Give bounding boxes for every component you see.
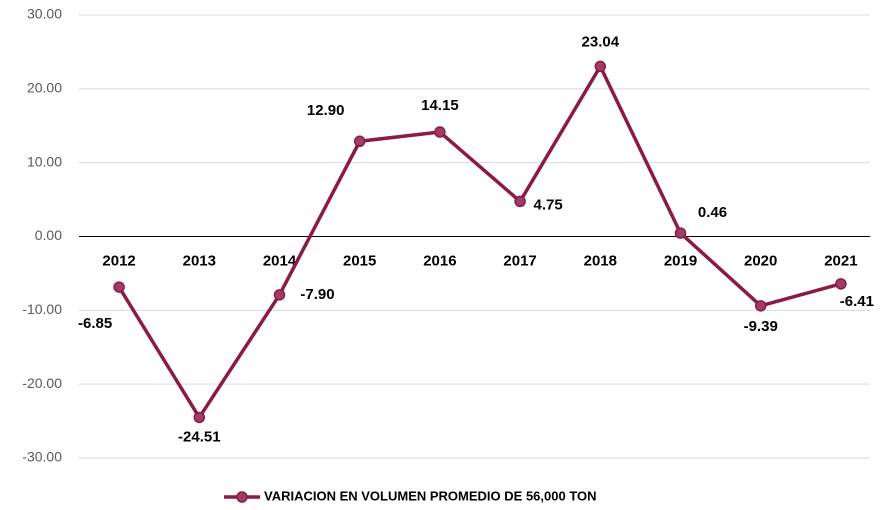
x-tick-label: 2013 <box>183 252 216 269</box>
data-label: 0.46 <box>698 204 727 221</box>
marker <box>754 300 767 312</box>
x-tick-label: 2017 <box>503 252 536 269</box>
data-label: -6.41 <box>840 293 874 310</box>
y-tick-label: -10.00 <box>22 301 62 317</box>
marker <box>113 281 125 293</box>
x-tick-label: 2019 <box>664 252 697 269</box>
data-label: -9.39 <box>744 318 778 335</box>
x-tick-label: 2020 <box>744 252 777 269</box>
marker <box>353 135 366 148</box>
data-label: 4.75 <box>533 196 562 213</box>
y-tick-label: 0.00 <box>35 227 62 243</box>
data-label: 12.90 <box>307 102 345 119</box>
x-tick-label: 2018 <box>584 252 617 269</box>
marker <box>514 195 526 208</box>
marker <box>594 60 607 73</box>
y-tick-label: 20.00 <box>27 80 62 96</box>
data-label: 14.15 <box>421 97 459 114</box>
data-label: 23.04 <box>582 33 620 50</box>
x-tick-label: 2016 <box>423 252 456 269</box>
line <box>117 64 842 420</box>
y-tick-label: -20.00 <box>22 375 62 391</box>
x-tick-label: 2014 <box>263 252 297 269</box>
x-tick-label: 2021 <box>824 252 857 269</box>
marker <box>835 278 847 290</box>
y-tick-label: 10.00 <box>27 153 62 169</box>
data-label: -7.90 <box>300 286 334 303</box>
marker <box>193 411 206 424</box>
y-tick-label: 30.00 <box>27 6 62 22</box>
legend-label: VARIACION EN VOLUMEN PROMEDIO DE 56,000 … <box>264 488 597 503</box>
data-label: -6.85 <box>78 315 112 332</box>
x-tick-label: 2012 <box>102 252 135 269</box>
marker <box>273 289 286 301</box>
y-tick-label: -30.00 <box>22 449 62 465</box>
marker <box>674 227 687 239</box>
marker <box>434 126 446 138</box>
data-label: -24.51 <box>178 428 221 445</box>
x-tick-label: 2015 <box>343 252 376 269</box>
legend-marker <box>236 491 248 503</box>
